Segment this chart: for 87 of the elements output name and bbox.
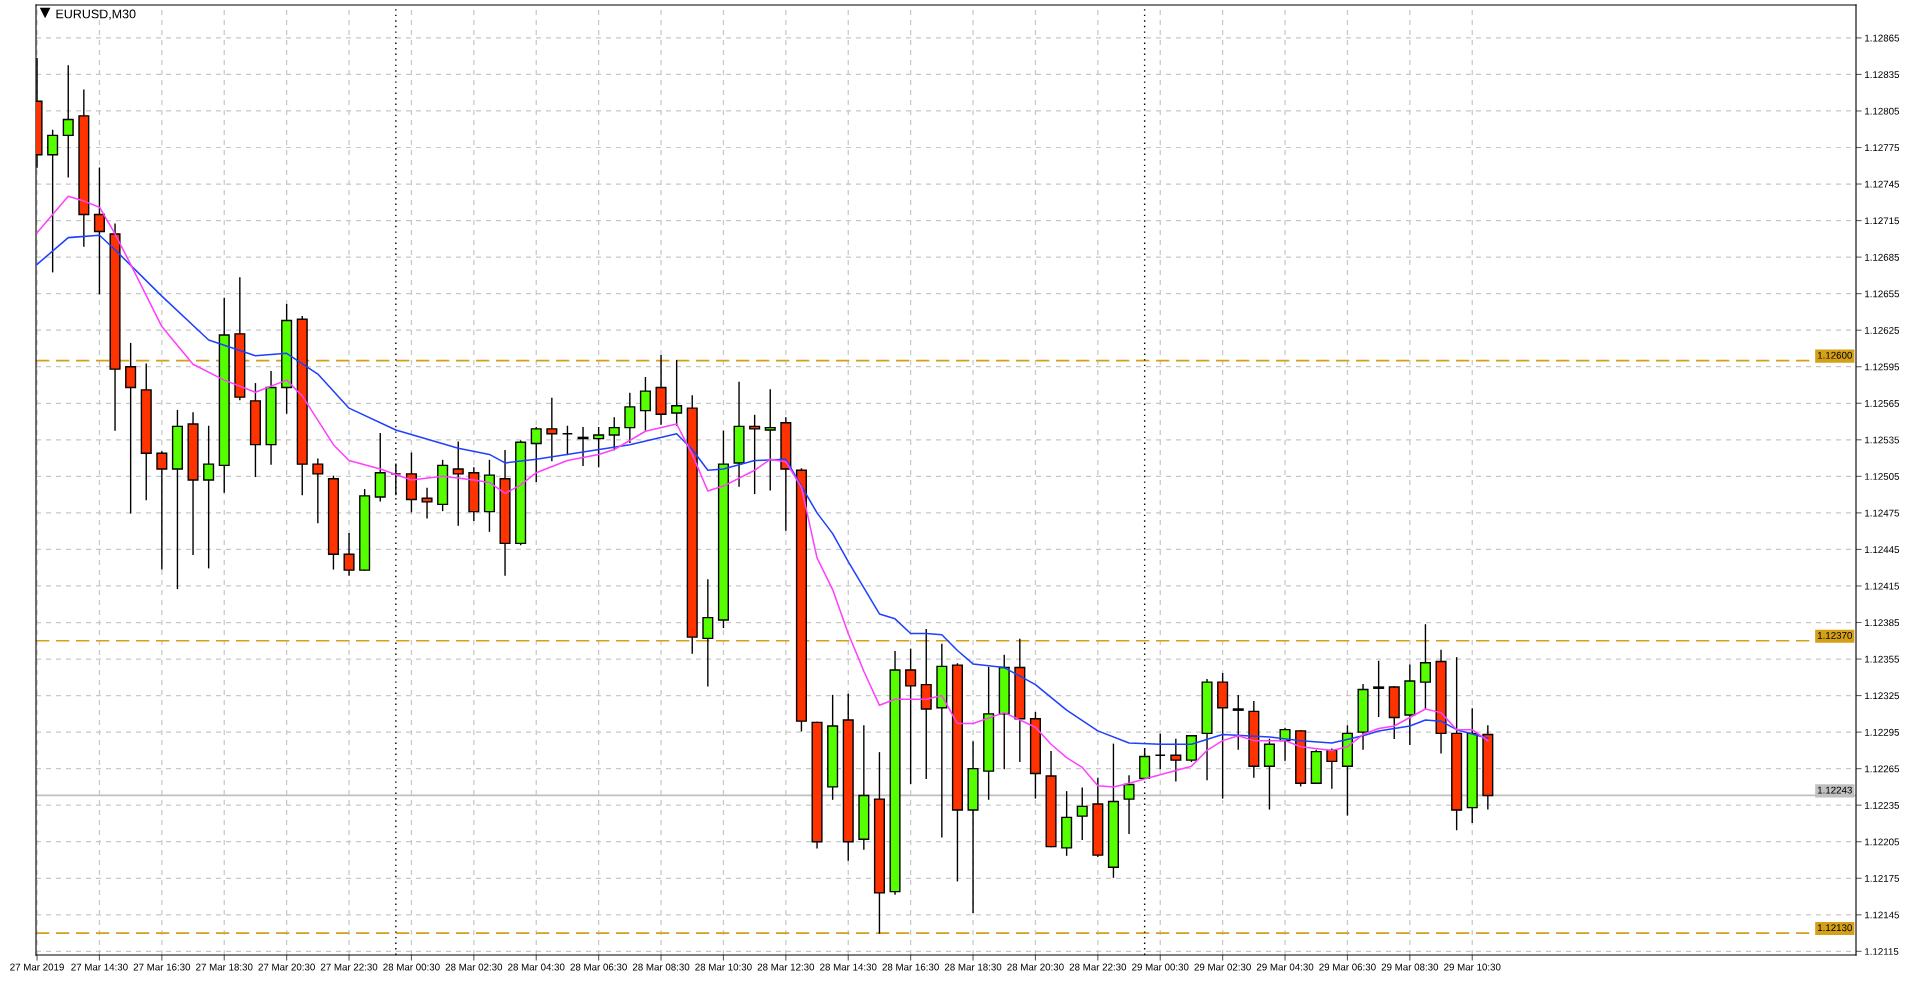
x-tick-label: 28 Mar 08:30 — [632, 963, 690, 971]
x-tick-label: 28 Mar 12:30 — [757, 963, 815, 971]
ref-line-label: 1.12130 — [1817, 924, 1852, 932]
candlestick — [1139, 748, 1151, 780]
x-tick-label: 27 Mar 2019 — [10, 963, 64, 971]
x-tick-label: 28 Mar 16:30 — [882, 963, 939, 971]
y-tick-label: 1.12325 — [1865, 692, 1900, 700]
candlestick — [1232, 694, 1244, 750]
y-tick-label: 1.12295 — [1865, 728, 1900, 736]
ref-line-label: 1.12600 — [1817, 351, 1852, 359]
ref-line-label: 1.12370 — [1817, 631, 1852, 639]
y-tick-label: 1.12745 — [1865, 180, 1900, 188]
candlestick — [343, 532, 355, 576]
x-tick-label: 28 Mar 10:30 — [695, 963, 752, 971]
candlestick — [1076, 787, 1088, 840]
candlestick — [1123, 775, 1135, 834]
y-tick-label: 1.12115 — [1865, 948, 1899, 955]
candlestick — [624, 392, 636, 443]
y-tick-label: 1.12685 — [1865, 253, 1900, 261]
y-tick-label: 1.12865 — [1865, 34, 1900, 42]
y-tick-label: 1.12715 — [1865, 217, 1900, 225]
candlestick — [1373, 660, 1385, 717]
candlestick — [203, 425, 215, 569]
candlestick — [312, 458, 324, 524]
candlestick — [452, 441, 464, 526]
x-tick-label: 27 Mar 16:30 — [133, 963, 191, 971]
x-tick-label: 28 Mar 20:30 — [1007, 963, 1064, 971]
candlestick — [93, 167, 105, 295]
x-tick-label: 28 Mar 14:30 — [820, 963, 877, 971]
x-tick-label: 27 Mar 20:30 — [258, 963, 315, 971]
candlestick — [1419, 624, 1431, 710]
x-tick-label: 29 Mar 00:30 — [1132, 963, 1189, 971]
candlestick — [593, 426, 605, 468]
x-tick-label: 29 Mar 08:30 — [1381, 963, 1439, 971]
x-tick-label: 29 Mar 04:30 — [1256, 963, 1314, 971]
x-tick-label: 29 Mar 02:30 — [1194, 963, 1251, 971]
x-tick-label: 28 Mar 22:30 — [1069, 963, 1127, 971]
candlestick — [1263, 738, 1275, 810]
candlestick — [125, 342, 137, 514]
x-tick-label: 28 Mar 18:30 — [944, 963, 1002, 971]
y-tick-label: 1.12655 — [1865, 290, 1900, 298]
candlestick — [47, 129, 59, 273]
x-tick-label: 28 Mar 06:30 — [570, 963, 627, 971]
y-tick-label: 1.12835 — [1865, 71, 1900, 79]
candlestick — [421, 487, 433, 519]
candlestick — [561, 425, 573, 456]
candlestick — [702, 579, 714, 687]
ref-line-label: 1.12243 — [1817, 786, 1852, 794]
y-tick-label: 1.12625 — [1865, 326, 1900, 334]
y-tick-label: 1.12535 — [1865, 436, 1900, 444]
y-tick-label: 1.12205 — [1865, 838, 1900, 846]
x-tick-label: 28 Mar 02:30 — [445, 963, 503, 971]
candlestick — [546, 397, 558, 462]
candlestick — [530, 426, 542, 482]
y-tick-label: 1.12385 — [1865, 619, 1900, 627]
x-tick-label: 27 Mar 22:30 — [320, 963, 378, 971]
x-tick-label: 27 Mar 14:30 — [71, 963, 128, 971]
x-tick-label: 29 Mar 06:30 — [1319, 963, 1376, 971]
candlestick — [1154, 733, 1166, 770]
y-tick-label: 1.12475 — [1865, 509, 1900, 517]
y-tick-label: 1.12775 — [1865, 144, 1900, 152]
candlestick — [639, 376, 651, 431]
y-tick-label: 1.12565 — [1865, 400, 1900, 407]
y-tick-label: 1.12595 — [1865, 363, 1900, 371]
y-tick-label: 1.12805 — [1865, 107, 1900, 115]
candlestick — [764, 389, 776, 491]
candlestick — [749, 414, 761, 495]
candlestick — [390, 463, 402, 496]
candlestick — [671, 359, 683, 426]
candlestick — [156, 451, 168, 570]
y-tick-label: 1.12445 — [1865, 546, 1900, 554]
y-tick-label: 1.12415 — [1865, 582, 1900, 590]
chart-title: EURUSD,M30 — [56, 9, 136, 20]
y-tick-label: 1.12175 — [1865, 875, 1900, 882]
y-tick-label: 1.12235 — [1865, 801, 1900, 809]
x-tick-label: 29 Mar 10:30 — [1444, 963, 1501, 971]
candlestick — [1170, 738, 1182, 782]
y-tick-label: 1.12355 — [1865, 655, 1900, 663]
x-tick-label: 28 Mar 04:30 — [508, 963, 565, 971]
y-tick-label: 1.12505 — [1865, 473, 1900, 480]
y-tick-label: 1.12265 — [1865, 765, 1900, 773]
x-tick-label: 27 Mar 18:30 — [196, 963, 253, 971]
candlestick — [1326, 748, 1338, 789]
candlestick — [62, 65, 74, 178]
y-tick-label: 1.12145 — [1865, 911, 1900, 919]
x-tick-label: 28 Mar 00:30 — [383, 963, 440, 971]
candlestick — [905, 648, 917, 784]
